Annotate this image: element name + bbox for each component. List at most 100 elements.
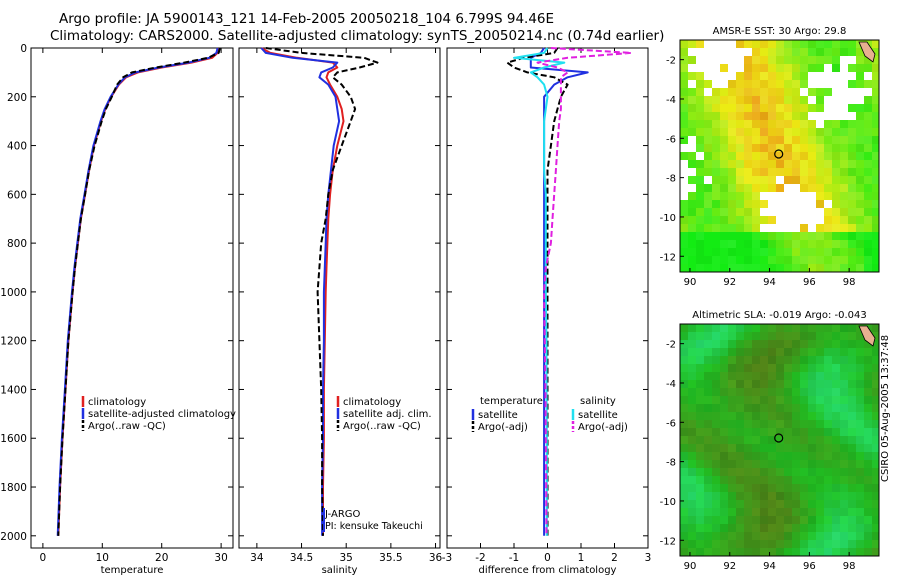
sst_map-cell: [736, 88, 744, 96]
sla_map-cell: [696, 468, 704, 476]
sst_map-cell: [864, 80, 872, 88]
sst_map-cell: [744, 80, 752, 88]
sla_map-cell: [752, 420, 760, 428]
sst_map-cell: [848, 128, 856, 136]
difference-series-3: [536, 47, 633, 536]
sla_map-cell: [840, 468, 848, 476]
sst_map-cell: [688, 192, 696, 200]
sla_map-cell: [680, 508, 688, 516]
sst_map-cell: [680, 256, 688, 264]
sst_map-cell: [808, 152, 816, 160]
sla_map-cell: [864, 420, 872, 428]
sla_map-cell: [832, 348, 840, 356]
sla_map-cell: [752, 476, 760, 484]
sla_map-cell: [872, 364, 879, 372]
sst_map-cell: [744, 120, 752, 128]
salinity-legend-entry-label: Argo(..raw -QC): [343, 421, 421, 432]
difference-xtick-label: -1: [509, 552, 519, 564]
sst_map-cell: [824, 176, 832, 184]
sst_map-frame: [679, 39, 880, 273]
sst_map-cell: [760, 160, 768, 168]
sla_map-cell: [824, 420, 832, 428]
sla_map-cell: [848, 404, 856, 412]
sla_map-cell: [872, 356, 879, 364]
sla_map-cell: [816, 532, 824, 540]
sst_map-cell: [792, 64, 800, 72]
sst_map-cell: [872, 184, 879, 192]
sst_map-cell: [688, 40, 696, 48]
sst_map-cell: [696, 144, 704, 152]
sla_map-cell: [688, 420, 696, 428]
sla_map-cell: [704, 508, 712, 516]
sst_map-cell: [736, 240, 744, 248]
sla_map-cell: [776, 548, 784, 556]
sst_map-cell: [728, 248, 736, 256]
sst_map-cell: [872, 248, 879, 256]
difference-xtick-label: 1: [578, 552, 585, 564]
sla_map-cell: [816, 380, 824, 388]
sla_map-cell: [696, 324, 704, 332]
sla_map-cell: [792, 532, 800, 540]
sla_map-cell: [704, 428, 712, 436]
sla_map-cell: [696, 404, 704, 412]
sla_map-cell: [800, 444, 808, 452]
sst_map-cell: [752, 80, 760, 88]
sst_map-cell: [680, 64, 688, 72]
sla_map-cell: [728, 548, 736, 556]
sst_map-cell: [784, 80, 792, 88]
sst_map-cell: [728, 96, 736, 104]
sla_map-cell: [832, 428, 840, 436]
sla_map-cell: [864, 388, 872, 396]
sla_map-cell: [824, 356, 832, 364]
sst_map-cell: [720, 176, 728, 184]
sst_map-cell: [856, 72, 864, 80]
sst_map-cell: [872, 176, 879, 184]
sst_map-cell: [872, 192, 879, 200]
sst_map-cell: [848, 216, 856, 224]
sst_map-cell: [752, 208, 760, 216]
sla_map-cell: [696, 332, 704, 340]
sst_map-cell: [792, 136, 800, 144]
sla_map-cell: [696, 428, 704, 436]
sst_map-cell: [728, 264, 736, 272]
sla_map-cell: [768, 540, 776, 548]
sst_map-cell: [720, 104, 728, 112]
credit-stamp: CSIRO 05-Aug-2005 13:37:48: [880, 334, 891, 482]
sst_map-cell: [776, 160, 784, 168]
sla_map-cell: [728, 364, 736, 372]
sst_map-cell: [712, 248, 720, 256]
sst_map-cell: [872, 64, 879, 72]
sla_map-cell: [776, 524, 784, 532]
sst_map-cell: [712, 152, 720, 160]
sst_map-cell: [824, 184, 832, 192]
sst_map-title: AMSR-E SST: 30 Argo: 29.8: [713, 26, 847, 37]
sst_map-cell: [760, 240, 768, 248]
sla_map-cell: [808, 476, 816, 484]
sst_map-cell: [680, 40, 688, 48]
sst_map-cell: [744, 192, 752, 200]
sla_map-cell: [768, 380, 776, 388]
sla_map-cell: [752, 388, 760, 396]
sst_map-cell: [816, 104, 824, 112]
sla_map-cell: [688, 324, 696, 332]
sst_map-cell: [864, 104, 872, 112]
sla_map-cell: [704, 524, 712, 532]
sla_map-cell: [680, 404, 688, 412]
sla_map-cell: [784, 364, 792, 372]
sst_map-cell: [848, 232, 856, 240]
sla_map-cell: [760, 420, 768, 428]
sla_map-cell: [752, 484, 760, 492]
sst_map-cell: [824, 56, 832, 64]
sst_map-cell: [768, 136, 776, 144]
sla_map-cell: [688, 364, 696, 372]
sla_map-cell: [720, 388, 728, 396]
sst_map-cell: [760, 80, 768, 88]
sla_map-cell: [680, 356, 688, 364]
sla_map-cell: [728, 524, 736, 532]
sla_map-cell: [808, 388, 816, 396]
sst_map-cell: [712, 88, 720, 96]
sla_map-cell: [768, 340, 776, 348]
sst_map-cell: [800, 144, 808, 152]
sla_map-cell: [752, 516, 760, 524]
depth-tick-label: 2000: [0, 531, 27, 543]
